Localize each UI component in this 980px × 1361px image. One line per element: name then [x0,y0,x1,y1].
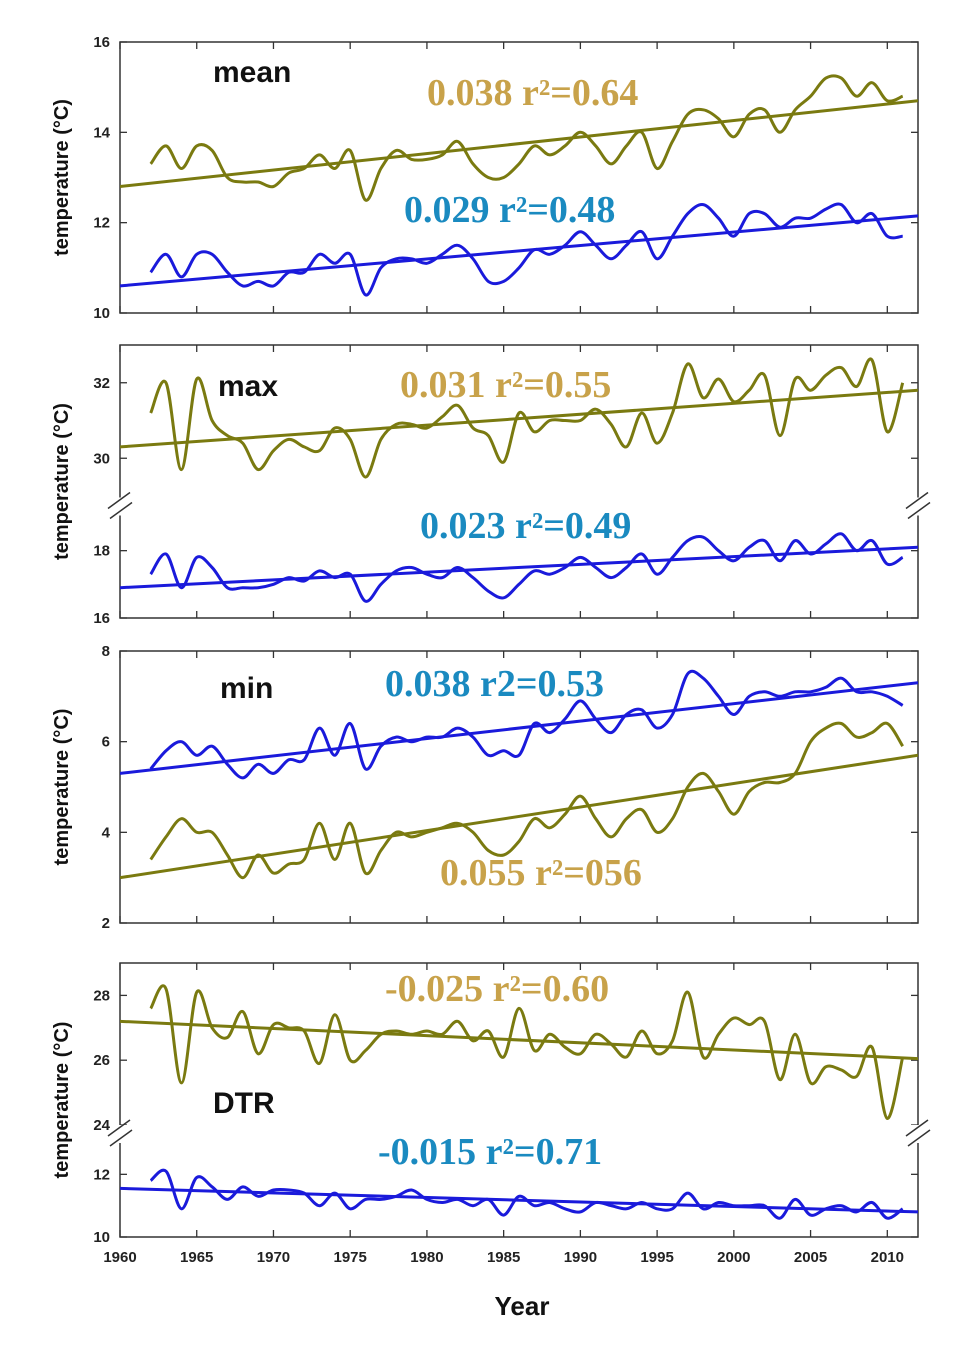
series-group [120,74,918,297]
series-group [120,984,918,1220]
trend-annotation-olive: 0.038 r²=0.64 [427,72,638,114]
y-tick-label: 6 [102,734,110,751]
axis-break-mark [905,1119,929,1137]
series-line-blue [149,1168,904,1220]
y-axis-title: temperature (°C) [51,99,73,256]
x-tick-label: 1995 [640,1249,673,1266]
y-tick-label: 4 [102,824,111,841]
trend-line-blue [120,545,918,590]
series-group [120,357,918,603]
series-line-blue [149,669,904,780]
x-axis-title: Year [495,1291,550,1321]
panel-frame [119,650,919,924]
panel-frame [119,344,919,619]
x-tick-label: 2005 [794,1249,827,1266]
y-axis-title: temperature (°C) [51,709,73,866]
y-tick-label: 24 [93,1117,110,1134]
trend-line-olive [120,753,918,880]
y-tick-label: 14 [93,124,110,141]
y-tick-label: 16 [93,34,110,51]
x-tick-label: 1980 [410,1249,443,1266]
trend-annotation-blue: 0.038 r2=0.53 [385,663,604,705]
axis-break-mark [907,1129,931,1147]
panel-title: max [218,370,278,403]
trend-line-blue [120,681,918,775]
trend-annotation-olive: 0.031 r²=0.55 [400,364,611,406]
y-tick-label: 8 [102,643,110,660]
series-line-olive [149,74,904,202]
panel-title: DTR [213,1087,275,1120]
trend-annotation-olive: -0.025 r²=0.60 [385,968,609,1010]
trend-annotation-blue: -0.015 r²=0.71 [378,1131,602,1173]
axis-break-mark [109,1129,133,1147]
panel-dtr: 24 26 28 10 12 temperature (°C) -0.025 r²=0.60… [51,962,931,1246]
y-tick-label: 2 [102,915,110,932]
y-tick-label: 12 [93,1166,110,1183]
panel-frame [119,962,919,1238]
axis-break-mark [107,491,131,510]
x-tick-label: 1965 [180,1249,213,1266]
trend-line-blue [120,214,918,288]
panel-max: 30 32 16 18 temperature (°C) 0.031 r²=0.55 0.0… [51,344,931,627]
axis-break-mark [109,501,133,520]
trend-annotation-blue: 0.023 r²=0.49 [420,505,631,547]
trend-annotation-blue: 0.029 r²=0.48 [404,189,615,231]
trend-line-olive [120,1019,918,1061]
trend-line-blue [120,1186,918,1214]
panel-frame [119,41,919,314]
y-tick-label: 10 [93,305,110,322]
axis-break-mark [107,1119,131,1137]
y-tick-label: 10 [93,1229,110,1246]
y-tick-label: 26 [93,1052,110,1069]
x-tick-label: 1985 [487,1249,520,1266]
trend-line-olive [120,99,918,189]
axis-break-mark [907,501,931,520]
trend-line-olive [120,388,918,449]
series-line-blue [149,532,904,603]
x-tick-label: 1990 [564,1249,597,1266]
series-group [120,669,918,880]
y-tick-label: 12 [93,215,110,232]
x-tick-label: 1970 [257,1249,290,1266]
y-axis-title: temperature (°C) [51,1022,73,1179]
panel-mean: 10 12 14 16 temperature (°C) 0.038 r²=0.64 0.0… [51,34,919,322]
y-tick-label: 18 [93,543,110,560]
panel-title: min [220,672,273,705]
x-tick-label: 1975 [334,1249,367,1266]
y-tick-label: 30 [93,450,110,467]
y-tick-label: 16 [93,610,110,627]
panel-title: mean [213,56,291,89]
y-tick-label: 28 [93,987,110,1004]
x-tick-label: 2010 [871,1249,904,1266]
series-line-olive [149,984,905,1121]
series-line-olive [149,721,904,880]
x-tick-label: 1960 [103,1249,136,1266]
axis-break-mark [905,491,929,510]
panel-min: 2 4 6 8 temperature (°C) 0.038 r2=0.53 0.055 r… [51,643,919,932]
y-tick-label: 32 [93,375,110,392]
x-tick-label: 2000 [717,1249,750,1266]
trend-annotation-olive: 0.055 r²=056 [440,852,642,894]
y-axis-title: temperature (°C) [51,403,73,560]
